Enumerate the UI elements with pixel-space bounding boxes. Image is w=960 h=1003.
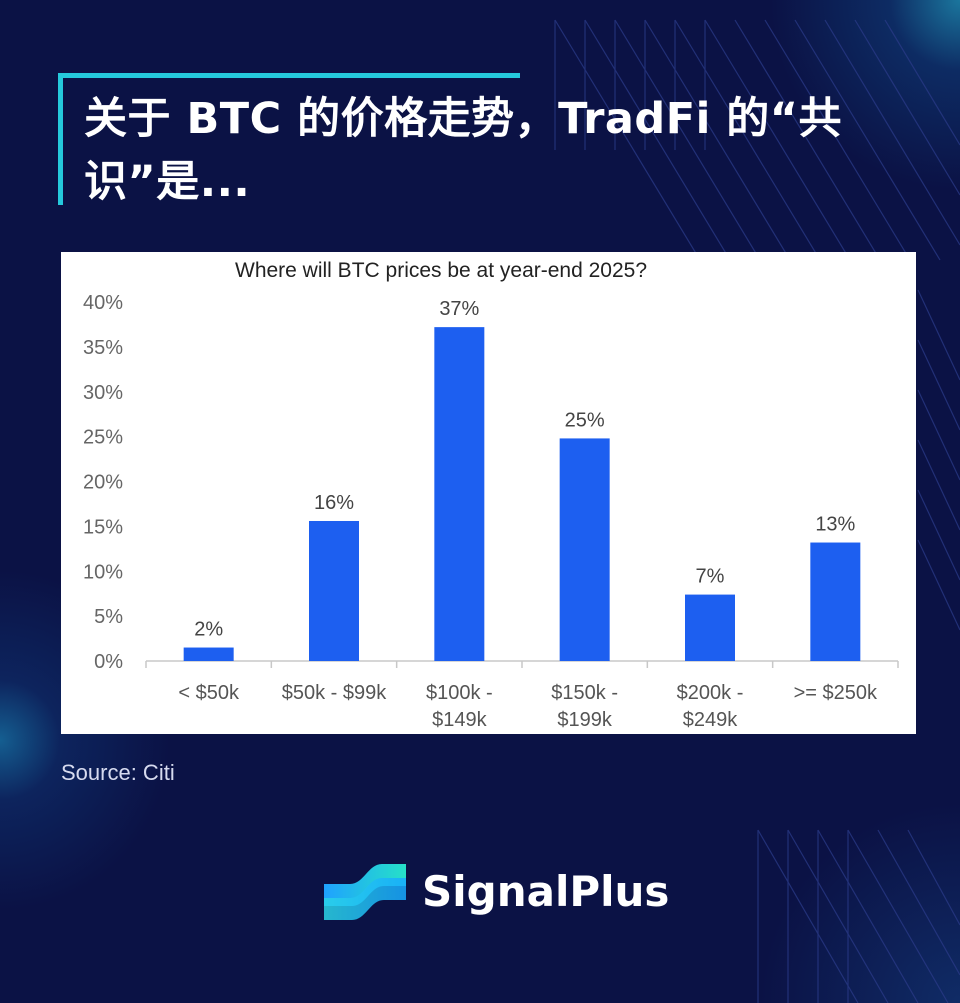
- chart-title: Where will BTC prices be at year-end 202…: [235, 259, 647, 282]
- bar: [810, 542, 861, 661]
- y-tick-label: 35%: [83, 337, 123, 359]
- y-tick-label: 0%: [94, 651, 123, 673]
- x-tick-label: $50k - $99k: [282, 682, 388, 704]
- x-tick-label: $249k: [683, 709, 738, 731]
- bar: [434, 327, 485, 661]
- data-label: 7%: [696, 566, 725, 588]
- y-tick-label: 5%: [94, 606, 123, 628]
- bar: [183, 647, 234, 661]
- page-title: 关于 BTC 的价格走势，TradFi 的“共识”是...: [84, 94, 843, 207]
- y-tick-label: 10%: [83, 561, 123, 583]
- x-tick-label: >= $250k: [794, 682, 878, 704]
- x-tick-label: $149k: [432, 709, 487, 731]
- bar: [685, 594, 735, 661]
- y-tick-label: 25%: [83, 427, 123, 449]
- y-tick-label: 40%: [83, 292, 123, 314]
- brand: SignalPlus: [320, 856, 669, 926]
- x-tick-label: $199k: [557, 709, 612, 731]
- source-note: Source: Citi: [61, 760, 175, 785]
- signalplus-logo-icon: [324, 864, 406, 920]
- chart-card: Where will BTC prices be at year-end 202…: [61, 252, 916, 734]
- y-tick-label: 30%: [83, 382, 123, 404]
- y-tick-label: 20%: [83, 472, 123, 494]
- title-accent-frame: [58, 73, 520, 205]
- y-tick-label: 15%: [83, 516, 123, 538]
- bar: [309, 520, 359, 661]
- data-label: 13%: [815, 514, 855, 536]
- bar-chart: Where will BTC prices be at year-end 202…: [83, 259, 899, 731]
- x-tick-label: $150k -: [551, 682, 618, 704]
- x-tick-label: $200k -: [677, 682, 744, 704]
- data-label: 16%: [314, 492, 354, 514]
- brand-name: SignalPlus: [422, 866, 670, 916]
- data-label: 25%: [565, 409, 605, 431]
- data-label: 37%: [439, 298, 479, 320]
- bar: [559, 438, 610, 661]
- x-tick-label: $100k -: [426, 682, 493, 704]
- x-tick-label: < $50k: [178, 682, 240, 704]
- data-label: 2%: [194, 619, 223, 641]
